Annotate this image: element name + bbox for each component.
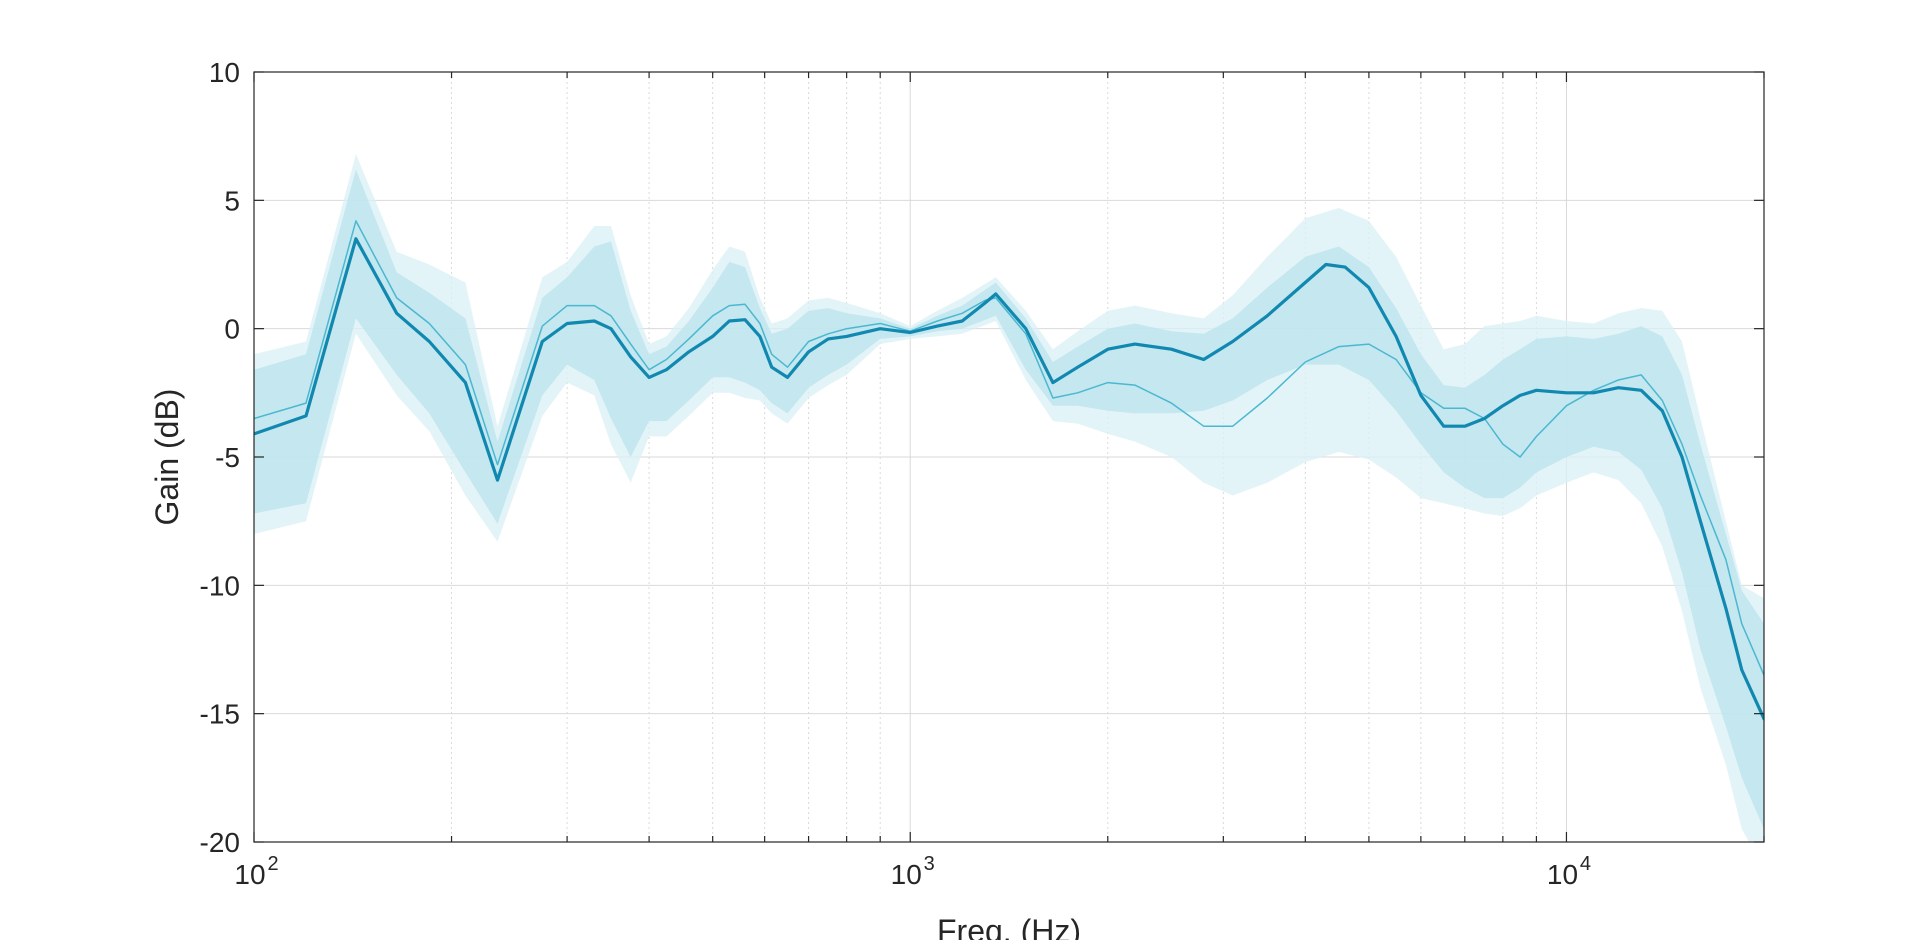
y-axis-label: Gain (dB) [149, 389, 185, 526]
y-tick-label: 0 [224, 314, 240, 345]
y-tick-label: -10 [200, 570, 240, 601]
secondary-series-line [254, 220, 1764, 676]
series-lines [254, 220, 1764, 721]
x-tick-label: 10 4 [1547, 853, 1591, 890]
x-tick-labels: 10 2 10 3 10 4 [234, 853, 1591, 890]
axis-ticks [253, 71, 1765, 843]
x-tick-label: 10 3 [891, 853, 935, 890]
x-tick-label-exponent: 2 [267, 853, 278, 875]
confidence-bands [254, 154, 1764, 842]
x-tick-label: 10 2 [234, 853, 278, 890]
y-tick-label: -15 [200, 699, 240, 730]
x-tick-label-base: 10 [234, 859, 265, 890]
x-tick-label-base: 10 [891, 859, 922, 890]
x-axis-label: Freq. (Hz) [937, 913, 1081, 940]
main-series-line [254, 237, 1764, 721]
x-tick-label-exponent: 3 [924, 853, 935, 875]
x-tick-label-exponent: 4 [1580, 853, 1591, 875]
y-tick-label: 10 [209, 57, 240, 88]
y-tick-labels: 10 5 0 -5 -10 -15 -20 [200, 57, 240, 858]
y-tick-label: -20 [200, 827, 240, 858]
y-tick-label: -5 [215, 442, 240, 473]
inner-band [254, 169, 1764, 830]
x-tick-label-base: 10 [1547, 859, 1578, 890]
y-tick-label: 5 [224, 185, 240, 216]
